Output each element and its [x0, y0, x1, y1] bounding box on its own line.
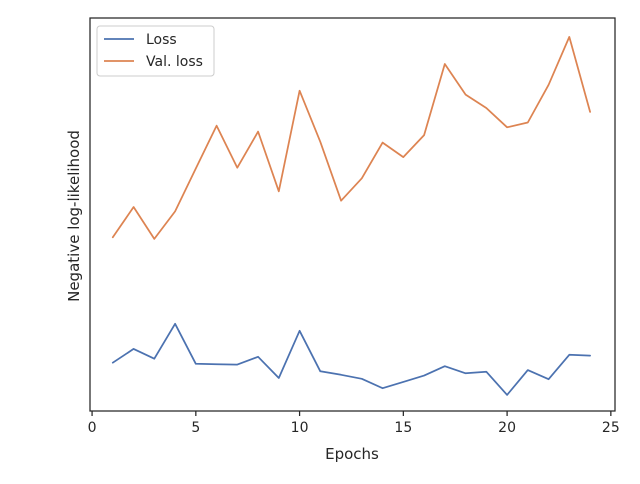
series-lines [111, 36, 591, 396]
x-tick-label-10: 10 [291, 420, 309, 436]
x-tick-label-20: 20 [498, 420, 516, 436]
legend-label-val-loss: Val. loss [146, 54, 203, 70]
legend: Loss Val. loss [96, 25, 215, 77]
x-axis-label: Epochs [325, 445, 379, 463]
axes: 0 5 10 15 20 25 [88, 411, 620, 436]
x-tick-label-15: 15 [394, 420, 412, 436]
x-tick-label-25: 25 [602, 420, 620, 436]
x-tick-label-0: 0 [88, 420, 97, 436]
x-tick-label-5: 5 [191, 420, 200, 436]
plot-frame [89, 17, 616, 412]
series-line-loss [111, 322, 591, 396]
legend-label-loss: Loss [146, 32, 177, 48]
series-line-val-loss [111, 36, 591, 240]
y-axis-label: Negative log-likelihood [65, 130, 83, 302]
